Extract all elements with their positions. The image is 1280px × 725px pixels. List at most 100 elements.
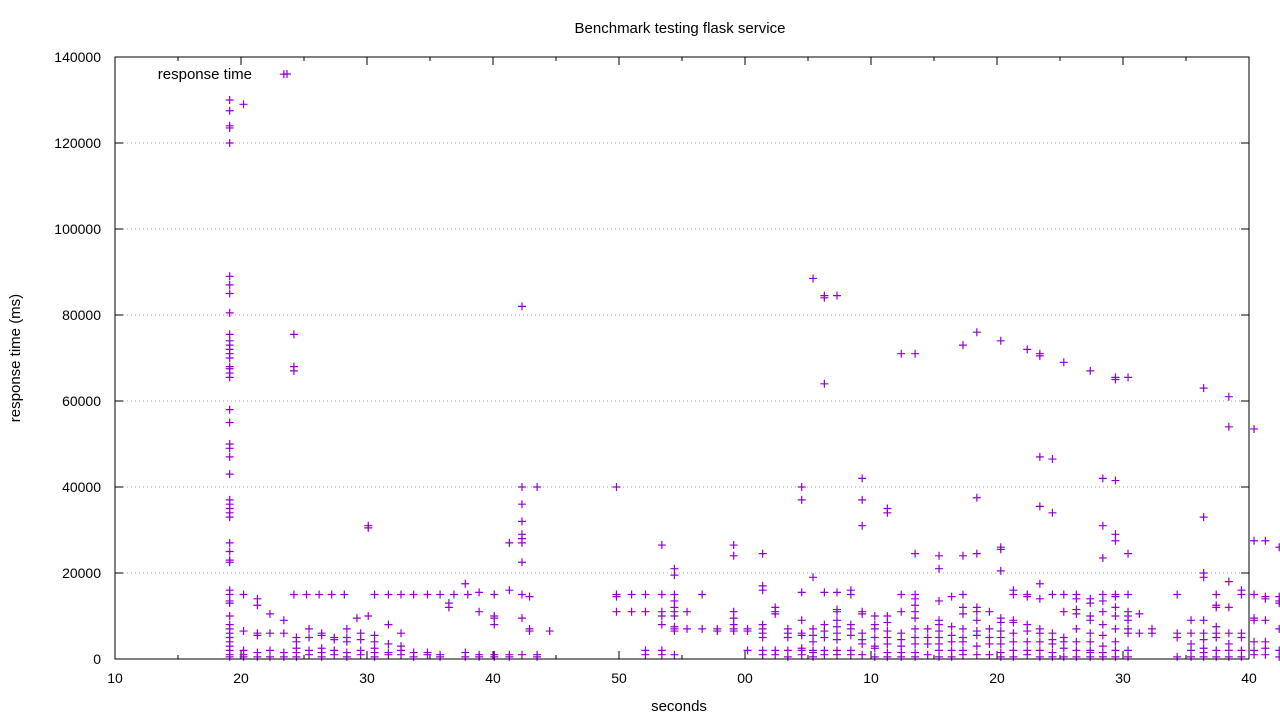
data-point — [923, 639, 932, 648]
data-point — [253, 631, 262, 640]
data-point — [670, 650, 679, 659]
data-point — [533, 483, 542, 491]
data-point — [612, 483, 621, 491]
data-point — [225, 373, 234, 382]
data-point — [1048, 639, 1057, 648]
data-point — [1135, 609, 1144, 618]
data-point — [397, 590, 406, 599]
data-point — [947, 592, 956, 601]
data-point — [1237, 652, 1246, 661]
data-point — [1111, 612, 1120, 620]
data-point — [1023, 637, 1032, 646]
data-point — [239, 100, 248, 109]
data-point — [947, 637, 956, 646]
data-point — [327, 590, 336, 599]
data-point — [1173, 590, 1182, 599]
data-point — [729, 541, 738, 550]
data-point — [870, 644, 879, 653]
data-point — [315, 590, 324, 599]
data-point — [1023, 627, 1032, 636]
data-point — [1250, 650, 1259, 659]
data-point — [641, 590, 650, 599]
data-point — [1199, 573, 1208, 582]
data-point — [996, 566, 1005, 575]
data-point — [858, 495, 867, 504]
data-point — [370, 590, 379, 599]
data-point — [996, 639, 1005, 648]
data-point — [846, 631, 855, 640]
data-point — [1023, 592, 1032, 601]
data-point — [436, 652, 445, 661]
data-point — [330, 650, 339, 659]
data-point — [670, 612, 679, 620]
data-point — [1261, 616, 1270, 625]
data-point — [1098, 652, 1107, 661]
data-point — [525, 592, 534, 601]
data-point — [397, 629, 406, 638]
data-point — [897, 590, 906, 599]
data-point — [384, 650, 393, 659]
data-point — [883, 652, 892, 661]
data-point — [743, 627, 752, 636]
x-tick-label: 00 — [737, 670, 753, 686]
data-point — [809, 637, 818, 646]
data-point — [370, 652, 379, 661]
data-point — [1023, 650, 1032, 659]
data-point — [225, 123, 234, 132]
data-point — [1224, 392, 1233, 401]
y-tick-label: 0 — [93, 651, 101, 667]
data-point — [897, 652, 906, 661]
data-point — [923, 650, 932, 659]
data-point — [1111, 476, 1120, 485]
data-point — [1212, 633, 1221, 642]
data-point — [972, 616, 981, 625]
data-point — [225, 354, 234, 362]
data-point — [972, 650, 981, 659]
data-point — [1250, 637, 1259, 646]
data-point — [1009, 590, 1018, 599]
data-point — [289, 590, 298, 599]
data-point — [1187, 616, 1196, 625]
data-point — [253, 601, 262, 610]
data-point — [883, 508, 892, 517]
x-tick-label: 20 — [233, 670, 249, 686]
x-tick-label: 50 — [611, 670, 627, 686]
data-point — [1261, 594, 1270, 603]
data-point — [239, 590, 248, 599]
data-point — [1035, 452, 1044, 461]
data-point — [342, 637, 351, 646]
data-point — [397, 650, 406, 659]
y-axis-ticks: 0 20000 40000 60000 80000 100000 120000 140000 — [54, 49, 1249, 667]
data-point — [225, 106, 234, 115]
data-point — [340, 590, 349, 599]
data-point — [292, 652, 301, 661]
data-point — [897, 349, 906, 358]
data-point — [1250, 590, 1259, 599]
data-point — [935, 596, 944, 605]
data-point — [330, 635, 339, 644]
data-point — [505, 652, 514, 661]
data-point — [517, 614, 526, 623]
data-point — [713, 627, 722, 636]
y-tick-label: 60000 — [62, 393, 101, 409]
legend-label: response time — [158, 66, 252, 83]
data-point — [517, 650, 526, 659]
data-point — [1059, 590, 1068, 599]
data-point — [409, 652, 418, 661]
data-point — [870, 612, 879, 620]
data-point — [1035, 637, 1044, 646]
data-point — [996, 652, 1005, 661]
data-point — [996, 336, 1005, 345]
x-tick-label: 30 — [1115, 670, 1131, 686]
data-point — [1124, 652, 1133, 661]
data-point — [670, 571, 679, 580]
data-point — [265, 652, 274, 661]
x-tick-label: 10 — [863, 670, 879, 686]
data-point — [797, 650, 806, 659]
data-point — [225, 272, 234, 281]
data-point — [1059, 644, 1068, 653]
data-point — [1086, 629, 1095, 638]
data-point — [797, 495, 806, 504]
data-point — [870, 624, 879, 633]
